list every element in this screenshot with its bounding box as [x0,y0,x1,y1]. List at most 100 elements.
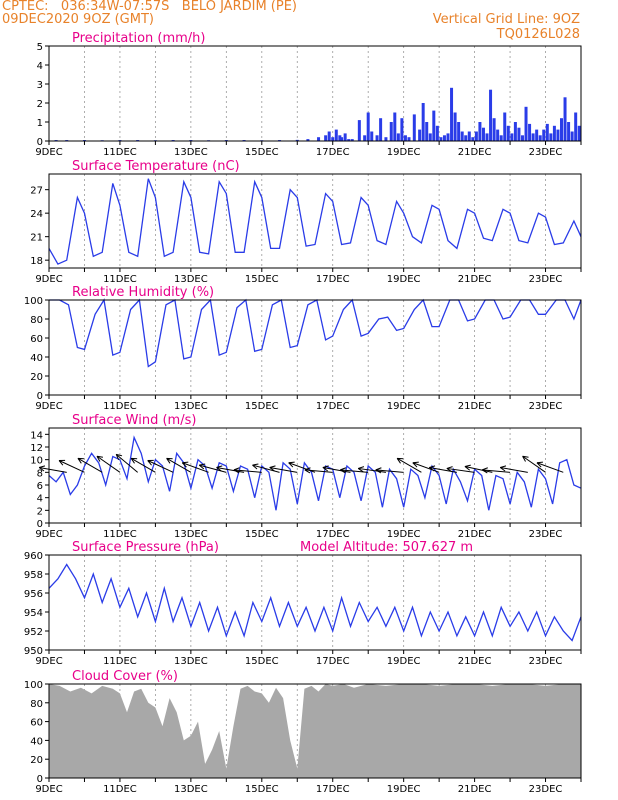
series-line [48,178,582,265]
precip-bar [375,135,379,141]
precip-bar [517,127,521,141]
precip-bar [418,129,422,141]
precip-bar [324,135,328,141]
precip-bar [552,125,556,141]
x-tick-label: 9DEC [35,147,62,158]
x-tick-label: 13DEC [174,147,208,158]
precip-bar [357,120,361,141]
precip-bar [425,122,429,141]
precip-bar [407,137,411,141]
header-date-line: 09DEC2020 9OZ (GMT) [2,12,154,27]
panel-title: Surface Wind (m/s) [72,413,196,428]
y-tick-label: 60 [30,718,43,729]
panel-frame [48,554,582,651]
precip-bar [442,135,446,141]
x-tick-label: 17DEC [316,784,350,795]
x-tick-label: 13DEC [174,784,208,795]
panel-1: 0 1 2 3 4 5 9DEC 11DEC 13DEC 15DEC 17DEC 19DEC 21DEC… [35,31,582,158]
x-tick-label: 19DEC [387,147,421,158]
precip-bar [327,131,331,141]
precip-bar [295,139,299,141]
x-tick-label: 17DEC [316,529,350,540]
x-tick-label: 11DEC [103,274,137,285]
x-tick-label: 21DEC [458,401,492,412]
y-tick-label: 20 [30,755,43,766]
precip-bar [460,131,464,141]
precip-bar [340,137,344,141]
wind-arrow [198,463,227,473]
precip-bar [535,129,539,141]
panel-frame [48,683,582,779]
x-tick-label: 9DEC [35,784,62,795]
precip-bar [513,122,517,141]
precip-bar [363,135,367,141]
y-tick-label: 80 [30,315,43,326]
panel-5: 950 952 954 956 958 960 9DEC 11DEC 13DEC 15DEC 17D… [24,540,582,667]
x-tick-label: 11DEC [103,656,137,667]
y-tick-label: 40 [30,353,43,364]
precip-bar [412,114,416,141]
y-tick-label: 60 [30,334,43,345]
precip-bar [467,131,471,141]
wind-arrow [375,467,404,474]
x-tick-label: 17DEC [316,656,350,667]
wind-arrow [38,465,67,473]
x-tick-label: 13DEC [174,656,208,667]
series-line [49,298,582,368]
x-tick-label: 11DEC [103,529,137,540]
y-tick-label: 100 [24,296,43,307]
precip-bar [457,122,461,141]
precip-bar [338,135,342,141]
precip-bar [350,139,354,141]
x-tick-label: 15DEC [245,529,279,540]
y-tick-label: 21 [30,233,43,244]
x-tick-label: 23DEC [529,401,563,412]
y-tick-label: 5 [37,42,43,53]
precip-bar [435,125,439,141]
precip-bar [370,131,374,141]
precip-bar [306,139,310,141]
precip-bar [389,122,393,141]
x-tick-label: 23DEC [529,147,563,158]
y-tick-label: 8 [37,468,43,479]
wind-arrow [396,457,422,473]
wind-arrow [304,467,333,474]
y-tick-label: 1 [37,118,43,129]
x-tick-label: 19DEC [387,784,421,795]
wind-arrow [481,467,511,474]
precip-bar [542,129,546,141]
x-tick-label: 19DEC [387,529,421,540]
x-tick-label: 9DEC [35,656,62,667]
y-tick-label: 10 [30,456,43,467]
wind-arrow [340,467,369,474]
series-line [48,563,582,642]
precip-bar [432,110,436,141]
y-tick-label: 24 [30,209,43,220]
x-tick-label: 15DEC [245,147,279,158]
y-tick-label: 12 [30,443,43,454]
wind-arrow [269,465,298,473]
precip-bar [520,135,524,141]
precip-bar [577,125,581,141]
wind-arrow [464,464,493,473]
x-tick-label: 15DEC [245,401,279,412]
precip-bar [528,123,532,141]
precip-bar [496,129,500,141]
precip-bar [384,137,388,141]
panel-2: 18 21 24 27 9DEC 11DEC 13DEC 15DEC 17DEC 19DEC 21D… [30,159,582,285]
y-tick-label: 0 [37,137,43,148]
precip-bar [400,118,404,141]
x-tick-label: 19DEC [387,656,421,667]
wind-arrow [428,465,457,473]
precip-bar [556,129,560,141]
x-tick-label: 17DEC [316,147,350,158]
precip-bar [567,122,571,141]
y-tick-label: 27 [30,186,43,197]
wind-arrow [216,465,245,473]
panel-title: Surface Pressure (hPa) [72,540,219,555]
panel-title: Precipitation (mm/h) [72,31,205,46]
precip-bar [317,137,321,141]
wind-arrow [181,461,209,473]
panel-title: Relative Humidity (%) [72,285,214,300]
